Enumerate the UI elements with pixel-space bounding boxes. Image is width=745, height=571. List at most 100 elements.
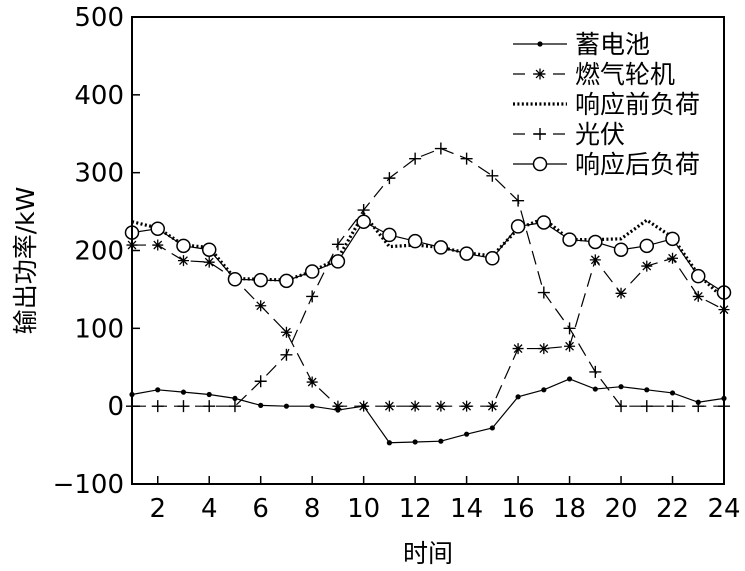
data-point: [564, 340, 576, 352]
legend-marker: [537, 41, 543, 47]
legend-label: 响应前负荷: [575, 90, 700, 119]
legend-marker: [534, 128, 546, 140]
series-4: [126, 142, 730, 413]
data-point: [438, 438, 444, 444]
y-tick-label: 0: [107, 392, 124, 422]
data-point: [592, 386, 598, 392]
x-tick-label: 16: [502, 494, 535, 524]
y-tick-label: 400: [74, 81, 124, 111]
data-point: [201, 242, 217, 257]
legend-label: 蓄电池: [575, 30, 650, 59]
x-tick-label: 14: [450, 494, 483, 524]
data-point: [644, 387, 650, 393]
data-point: [537, 286, 550, 299]
data-point: [486, 400, 498, 412]
legend-label: 光伏: [575, 120, 625, 149]
data-point: [562, 232, 577, 247]
data-point: [356, 214, 371, 229]
data-point: [253, 272, 268, 288]
data-point: [206, 391, 212, 398]
data-point: [433, 240, 449, 255]
data-point: [309, 403, 315, 409]
data-point: [541, 387, 547, 393]
data-point: [435, 400, 447, 412]
x-tick-label: 2: [149, 494, 166, 524]
data-point: [486, 169, 499, 182]
y-tick-label: 100: [74, 314, 124, 344]
series-5: [124, 214, 732, 300]
data-point: [485, 251, 500, 266]
data-point: [306, 376, 318, 388]
data-point: [358, 400, 370, 412]
legend-marker: [532, 156, 548, 172]
data-point: [563, 322, 576, 335]
x-tick-label: 22: [656, 494, 689, 524]
x-tick-label: 4: [201, 494, 218, 524]
legend-item: 燃气轮机: [513, 60, 675, 89]
data-point: [459, 246, 474, 261]
data-point: [588, 234, 603, 250]
data-point: [306, 290, 319, 303]
data-point: [536, 215, 552, 230]
data-point: [304, 264, 320, 279]
series-line: [132, 244, 725, 407]
series-2: [126, 239, 730, 412]
data-point: [203, 400, 216, 413]
data-point: [227, 272, 243, 287]
series-layer: [124, 142, 732, 446]
legend-item: 光伏: [513, 120, 625, 149]
data-point: [665, 231, 680, 247]
data-point: [510, 219, 526, 234]
data-point: [180, 389, 187, 395]
data-point: [692, 400, 705, 413]
x-tick-label: 12: [399, 494, 432, 524]
legend-label: 燃气轮机: [575, 60, 675, 89]
data-point: [589, 365, 602, 378]
data-point: [489, 425, 495, 431]
data-point: [615, 400, 628, 413]
series-line: [131, 220, 725, 294]
x-tick-label: 8: [304, 494, 321, 524]
data-point: [254, 375, 267, 388]
x-tick-label: 24: [707, 494, 740, 524]
data-point: [512, 194, 525, 207]
data-point: [615, 287, 627, 299]
series-3: [131, 211, 726, 300]
data-point: [203, 256, 215, 268]
y-axis-label: 输出功率/kW: [11, 187, 40, 335]
data-point: [589, 254, 601, 266]
data-point: [382, 227, 397, 243]
data-point: [152, 239, 164, 251]
legend-item: 响应前负荷: [513, 90, 700, 119]
data-point: [280, 326, 292, 338]
data-point: [279, 273, 294, 289]
data-point: [669, 390, 676, 396]
data-point: [515, 394, 521, 400]
data-point: [667, 252, 679, 264]
x-tick-label: 6: [252, 494, 269, 524]
data-point: [538, 343, 550, 355]
series-line: [132, 147, 724, 407]
data-point: [330, 254, 346, 269]
data-point: [177, 255, 189, 267]
data-point: [357, 204, 370, 217]
data-point: [386, 440, 392, 446]
y-tick-label: 300: [74, 159, 124, 189]
y-tick-label: 500: [74, 3, 124, 33]
x-tick-label: 10: [347, 494, 380, 524]
data-point: [464, 431, 470, 437]
data-point: [280, 348, 293, 361]
y-tick-label: −100: [53, 470, 124, 500]
x-tick-label: 18: [553, 494, 586, 524]
data-point: [666, 400, 679, 413]
data-point: [409, 152, 422, 165]
data-point: [332, 400, 344, 412]
legend-label: 响应后负荷: [575, 150, 700, 179]
series-line: [131, 211, 726, 300]
data-point: [255, 300, 267, 312]
series-line: [131, 378, 725, 444]
data-point: [613, 242, 629, 257]
